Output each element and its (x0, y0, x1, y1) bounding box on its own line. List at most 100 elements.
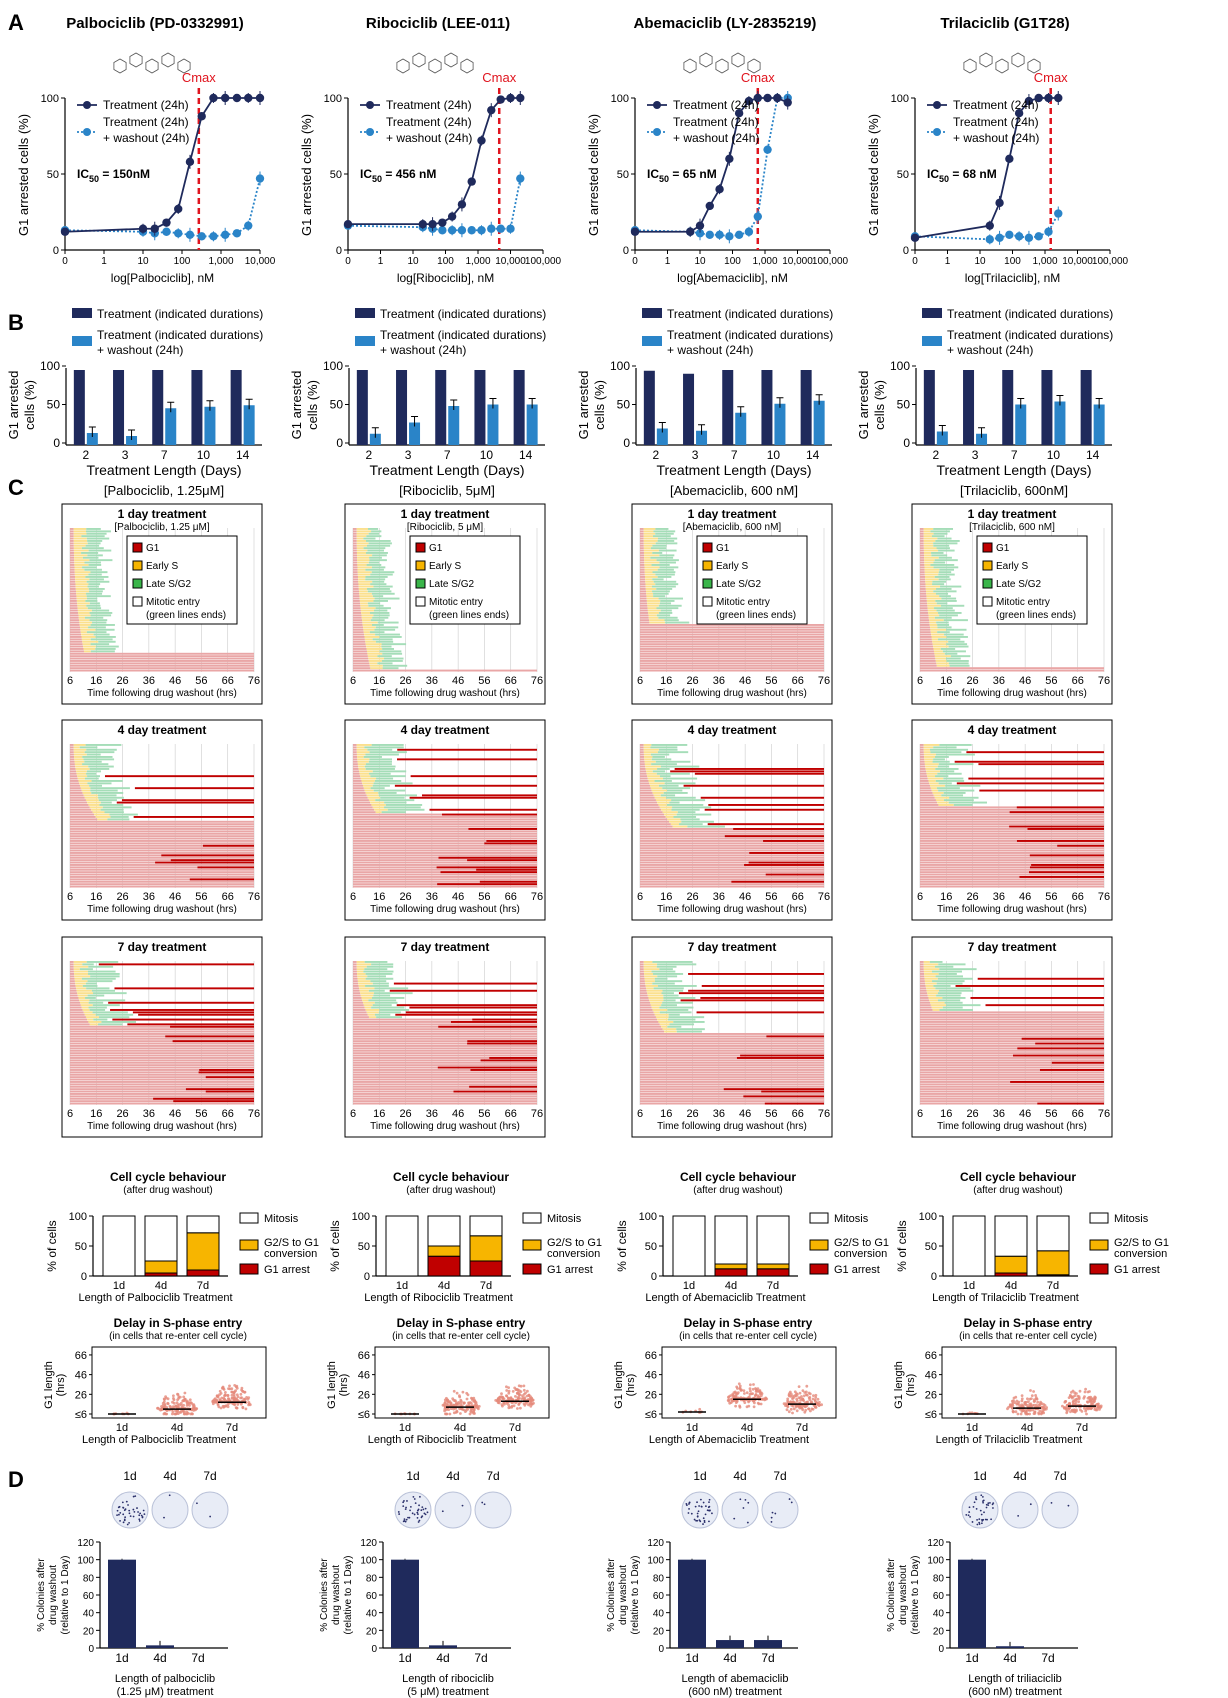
track-early-s (356, 540, 367, 542)
x-tick-label: 7 (731, 448, 738, 462)
track-g1 (640, 847, 824, 850)
track-g1 (353, 1083, 537, 1086)
track-late-s-g2 (86, 592, 103, 595)
track-early-s (928, 616, 935, 619)
track-g1 (353, 1042, 537, 1045)
track-g1 (640, 624, 824, 626)
delay-dot (730, 1399, 734, 1403)
track-early-s (643, 530, 654, 533)
bar-treatment (1041, 370, 1053, 445)
track-late-s-g2 (653, 530, 676, 533)
track-g1 (920, 588, 926, 590)
track-g1 (920, 1076, 1104, 1079)
bar-g2s-to-g1 (469, 1235, 503, 1262)
track-g1-arrest (700, 796, 824, 799)
track-g1 (70, 765, 76, 768)
x-tick-label: 10 (197, 448, 211, 462)
track-early-s (654, 796, 667, 799)
track-g1 (640, 568, 645, 571)
track-early-s (645, 583, 656, 586)
track-g1 (353, 806, 373, 809)
track-late-s-g2 (654, 977, 668, 980)
track-g1 (920, 806, 1104, 809)
y-axis-label-2: cells (%) (592, 380, 607, 430)
track-g1 (70, 1102, 254, 1105)
track-g1 (640, 961, 644, 963)
track-g1 (920, 1013, 1104, 1016)
track-late-s-g2 (374, 628, 396, 631)
track-g1 (353, 1102, 537, 1105)
panel-letter-A: A (8, 10, 24, 35)
delay-dot (759, 1402, 763, 1406)
delay-dot (794, 1393, 797, 1397)
treatment-series-point (467, 177, 476, 186)
track-early-s (78, 616, 85, 619)
x-tick-label: 16 (373, 675, 385, 687)
bar-treatment (191, 370, 203, 445)
track-late-s-g2 (371, 571, 395, 574)
track-g1 (640, 844, 824, 847)
track-early-s (643, 535, 653, 538)
track-g1 (640, 775, 648, 778)
legend-swatch-washout (642, 336, 662, 346)
track-legend-box (126, 535, 238, 625)
track-g1 (353, 1037, 537, 1040)
delay-dot (748, 1387, 752, 1391)
y-tick-label: 66 (358, 1350, 370, 1362)
track-g1 (353, 784, 363, 787)
track-late-s-g2 (651, 758, 672, 761)
track-g1 (920, 609, 928, 612)
track-early-s (78, 997, 86, 999)
track-g1-arrest (764, 1102, 824, 1105)
track-g1 (640, 864, 824, 866)
legend-early-s-swatch (982, 560, 993, 571)
track-g1 (353, 537, 357, 540)
track-g1 (353, 1049, 537, 1052)
track-legend-label: (green lines ends) (716, 610, 796, 621)
track-g1 (70, 542, 74, 545)
track-g1 (70, 604, 78, 607)
track-g1 (70, 621, 80, 624)
track-g1 (70, 763, 75, 766)
track-early-s (75, 765, 89, 768)
bar-washout (448, 406, 460, 445)
track-late-s-g2 (651, 585, 676, 588)
delay-dot (516, 1407, 519, 1410)
track-g1 (640, 552, 644, 554)
colony-dot (704, 1505, 707, 1508)
track-g1-arrest (1051, 1061, 1104, 1064)
delay-dot (737, 1382, 741, 1386)
track-g1 (353, 804, 372, 806)
delay-dot (1092, 1400, 1096, 1404)
track-late-s-g2 (655, 573, 675, 576)
bar-g1-arrest (756, 1268, 790, 1277)
delay-dot (526, 1389, 529, 1393)
track-late-s-g2 (368, 604, 384, 607)
track-panel-title: 1 day treatment (688, 507, 777, 521)
track-g1 (920, 607, 928, 610)
track-g1 (640, 1025, 662, 1028)
y-axis-label-1: % Colonies after (319, 1558, 330, 1632)
colony-dot (420, 1509, 423, 1512)
track-late-s-g2 (653, 592, 669, 595)
track-g1 (920, 828, 1104, 830)
track-g1 (640, 576, 645, 578)
washout-series-point (1054, 209, 1063, 218)
track-early-s (92, 811, 105, 814)
track-g1 (70, 655, 254, 658)
delay-dot (176, 1398, 180, 1402)
track-late-s-g2 (934, 576, 950, 578)
plate-label: 7d (773, 1469, 786, 1483)
track-late-s-g2 (369, 612, 390, 614)
delay-dot (178, 1395, 182, 1399)
track-g1 (70, 530, 74, 533)
track-early-s (923, 549, 939, 552)
delay-dot (795, 1397, 799, 1401)
washout-series-point (174, 229, 183, 238)
y-axis-label-2: drug washout (48, 1565, 59, 1625)
track-late-s-g2 (87, 970, 116, 973)
track-g1 (353, 660, 369, 662)
track-g1 (353, 568, 358, 571)
track-g1 (640, 1047, 824, 1050)
track-early-s (356, 744, 372, 746)
